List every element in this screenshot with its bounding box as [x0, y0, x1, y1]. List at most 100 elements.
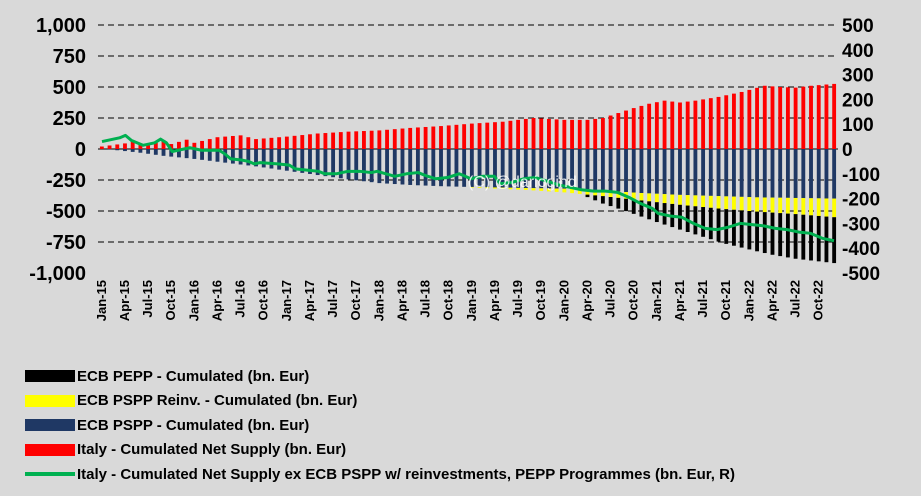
x-tick-label: Jul-22: [788, 280, 803, 318]
bar-pspp: [323, 149, 328, 177]
bar-pepp: [693, 206, 698, 235]
bar-net-supply: [716, 96, 721, 149]
bar-pspp: [362, 149, 366, 182]
bar-net-supply: [123, 143, 127, 149]
bar-net-supply: [177, 141, 181, 149]
bar-pspp: [123, 149, 127, 152]
x-tick-label: Oct-22: [811, 280, 826, 320]
bar-net-supply: [778, 87, 783, 149]
bar-net-supply: [354, 131, 359, 149]
bar-pepp: [647, 201, 652, 220]
bar-net-supply: [169, 144, 174, 149]
legend-swatch-pspp-reinv: [25, 394, 75, 407]
bar-pspp: [593, 149, 598, 191]
bar-pspp-reinv: [523, 188, 528, 190]
bar-pspp-reinv: [785, 197, 790, 214]
left-tick-label: -500: [46, 201, 86, 223]
bar-net-supply: [315, 133, 320, 149]
bar-pspp-reinv: [547, 188, 551, 192]
right-tick-label: 200: [842, 90, 874, 111]
bar-pspp: [308, 149, 312, 174]
bar-pspp: [207, 149, 212, 161]
bar-net-supply: [308, 134, 312, 149]
bar-pspp: [708, 149, 713, 196]
bar-pspp: [439, 149, 443, 187]
bar-pspp: [346, 149, 351, 180]
bar-pspp: [508, 149, 513, 188]
bar-net-supply: [654, 102, 659, 149]
bar-pspp-reinv: [685, 195, 690, 206]
bar-net-supply: [377, 130, 382, 149]
bar-pepp: [809, 215, 813, 261]
bar-pspp: [531, 149, 536, 189]
bar-net-supply: [130, 141, 135, 149]
x-tick-label: Jan-18: [371, 280, 386, 321]
bar-pspp-reinv: [600, 190, 605, 197]
bar-net-supply: [454, 124, 459, 149]
bar-net-supply: [824, 84, 829, 149]
bar-pspp-reinv: [801, 198, 806, 215]
legend-item-net-supply: Italy - Cumulated Net Supply (bn. Eur): [25, 438, 735, 463]
bar-pspp: [693, 149, 698, 196]
bar-pspp: [277, 149, 282, 170]
bar-pspp: [678, 149, 682, 195]
bar-net-supply: [739, 91, 744, 149]
bar-pspp: [616, 149, 621, 192]
bar-pspp: [415, 149, 420, 186]
bar-pepp: [701, 207, 706, 237]
bar-net-supply: [547, 118, 551, 149]
bar-net-supply: [323, 133, 328, 149]
legend-item-net-supply-ex: Italy - Cumulated Net Supply ex ECB PSPP…: [25, 462, 735, 487]
right-tick-label: 100: [842, 115, 874, 136]
bar-pspp: [570, 149, 574, 190]
bar-pspp-reinv: [670, 194, 675, 204]
legend-swatch-net-supply-ex: [25, 472, 75, 477]
right-tick-label: 300: [842, 66, 874, 87]
left-tick-label: 1,000: [36, 15, 86, 37]
bar-pepp: [832, 217, 837, 264]
x-tick-label: Jan-19: [464, 280, 479, 321]
bar-pepp: [762, 212, 767, 254]
x-tick-label: Apr-17: [302, 280, 317, 321]
bar-net-supply: [107, 145, 112, 149]
bar-pspp: [662, 149, 667, 195]
bar-net-supply: [631, 108, 636, 149]
bar-net-supply: [462, 124, 467, 149]
bar-pspp-reinv: [631, 192, 636, 200]
x-tick-label: Jul-16: [233, 280, 248, 318]
bar-pspp: [516, 149, 521, 188]
bar-pspp: [477, 149, 482, 188]
bar-net-supply: [215, 137, 220, 149]
x-tick-label: Oct-17: [348, 280, 363, 320]
left-axis: 1,000 750 500 250 0 -250 -500 -750 -1,000: [29, 15, 86, 285]
bar-pepp: [770, 212, 775, 255]
bar-net-supply: [500, 121, 505, 149]
right-tick-label: 400: [842, 41, 874, 62]
bar-pspp-reinv: [739, 196, 744, 211]
bar-pspp: [331, 149, 336, 178]
x-tick-label: Jul-17: [325, 280, 340, 318]
bar-pspp: [292, 149, 297, 172]
bar-pspp: [130, 149, 135, 152]
bar-pspp: [315, 149, 320, 176]
legend-label: ECB PSPP - Cumulated (bn. Eur): [77, 416, 310, 434]
bar-pspp: [654, 149, 659, 194]
bar-pspp-reinv: [747, 197, 752, 211]
bar-net-supply: [207, 139, 212, 149]
bar-net-supply: [138, 143, 143, 149]
bar-net-supply: [662, 100, 667, 149]
bar-net-supply: [770, 86, 775, 149]
bar-net-supply: [755, 87, 759, 149]
bar-net-supply: [793, 87, 798, 149]
bar-pspp-reinv: [724, 196, 729, 210]
bar-pspp: [454, 149, 459, 187]
bar-net-supply: [562, 119, 567, 149]
bar-net-supply: [816, 85, 821, 149]
right-tick-label: -200: [842, 190, 880, 211]
legend-swatch-pspp: [25, 419, 75, 432]
bar-pepp: [755, 211, 759, 252]
bar-net-supply: [531, 118, 536, 149]
bar-pspp: [215, 149, 220, 162]
bar-pepp: [778, 213, 783, 257]
x-tick-label: Jan-15: [94, 280, 109, 321]
